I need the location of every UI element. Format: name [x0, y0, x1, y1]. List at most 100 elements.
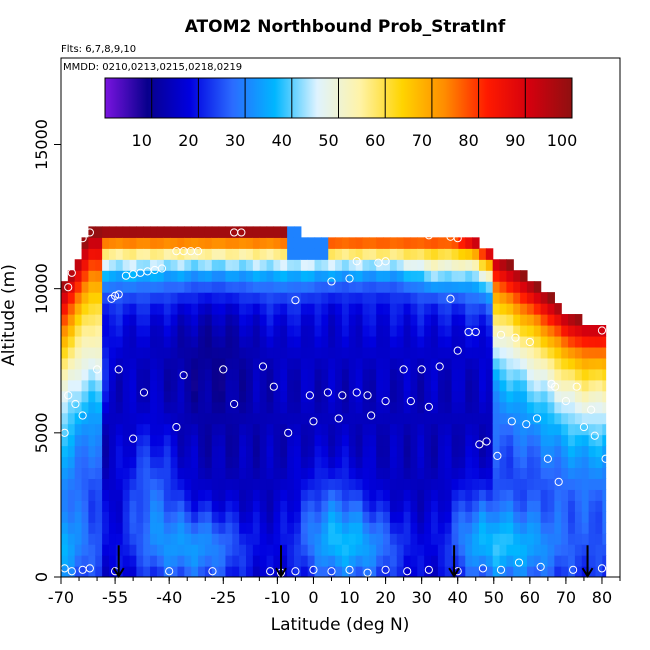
heatmap-cell [485, 478, 494, 490]
heatmap-cell [67, 533, 76, 545]
heatmap-cell [246, 248, 254, 260]
observation-point [435, 362, 444, 371]
heatmap-cell [280, 368, 288, 381]
heatmap-cell [225, 270, 233, 282]
heatmap-cell [136, 522, 144, 534]
heatmap-cell [150, 292, 158, 304]
heatmap-cell [561, 357, 569, 370]
heatmap-cell [287, 226, 295, 238]
heatmap-cell [403, 544, 412, 556]
heatmap-cell [266, 478, 275, 490]
heatmap-cell [115, 456, 124, 469]
heatmap-cell [547, 522, 555, 534]
heatmap-cell [389, 522, 398, 534]
heatmap-cell [232, 335, 240, 348]
heatmap-cell [499, 467, 507, 479]
heatmap-cell [424, 346, 432, 359]
heatmap-cell [293, 467, 302, 479]
heatmap-cell [328, 390, 336, 403]
heatmap-cell [396, 314, 405, 326]
colorbar-tick-label: 20 [178, 131, 198, 150]
heatmap-cell [362, 259, 370, 271]
heatmap-cell [252, 522, 261, 534]
heatmap-cell [108, 357, 117, 370]
heatmap-cell [252, 467, 261, 479]
heatmap-cell [574, 478, 583, 490]
heatmap-cell [465, 445, 473, 458]
heatmap-cell [259, 292, 268, 304]
heatmap-cell [129, 335, 137, 348]
heatmap-cell [232, 379, 240, 392]
heatmap-cell [321, 390, 329, 403]
observation-point [597, 564, 607, 573]
heatmap-cell [218, 259, 227, 271]
heatmap-cell [314, 314, 322, 326]
heatmap-cell [163, 489, 172, 501]
heatmap-cell [431, 478, 439, 490]
heatmap-cell [122, 511, 131, 523]
heatmap-cell [129, 368, 137, 381]
heatmap-cell [218, 324, 227, 337]
heatmap-cell [61, 412, 69, 425]
heatmap-cell [218, 555, 227, 567]
heatmap-cell [122, 259, 131, 271]
heatmap-cell [574, 489, 583, 501]
heatmap-cell [328, 237, 336, 249]
heatmap-cell [362, 412, 370, 425]
heatmap-cell [389, 259, 398, 271]
heatmap-cell [485, 456, 494, 469]
heatmap-cell [424, 511, 432, 523]
heatmap-cell [328, 379, 336, 392]
heatmap-cell [403, 379, 412, 392]
heatmap-cell [280, 281, 288, 293]
heatmap-cell [335, 423, 343, 436]
heatmap-cell [458, 445, 466, 458]
heatmap-cell [581, 445, 590, 458]
heatmap-cell [321, 292, 329, 304]
colorbar-tick-label: 80 [458, 131, 478, 150]
heatmap-cell [232, 489, 240, 501]
heatmap-cell [513, 445, 521, 458]
heatmap-cell [444, 511, 453, 523]
heatmap-cell [239, 412, 247, 425]
heatmap-cell [431, 324, 439, 337]
heatmap-cell [376, 500, 384, 512]
heatmap-cell [102, 412, 110, 425]
heatmap-cell [444, 566, 453, 577]
heatmap-cell [328, 303, 336, 315]
heatmap-cell [328, 456, 336, 469]
heatmap-cell [191, 314, 199, 326]
observation-point [403, 567, 412, 576]
heatmap-cell [307, 544, 316, 556]
heatmap-cell [143, 357, 151, 370]
heatmap-cell [595, 390, 603, 403]
heatmap-cell [478, 324, 487, 337]
heatmap-cell [88, 423, 96, 436]
heatmap-cell [451, 423, 460, 436]
heatmap-cell [191, 281, 199, 293]
heatmap-cell [307, 281, 316, 293]
heatmap-cell [81, 533, 90, 545]
heatmap-cell [74, 314, 83, 326]
heatmap-cell [451, 368, 460, 381]
heatmap-cell [431, 248, 439, 260]
heatmap-cell [355, 346, 364, 359]
heatmap-cell [499, 335, 507, 348]
heatmap-cell [225, 434, 233, 447]
heatmap-cell [122, 401, 131, 414]
heatmap-cell [191, 555, 199, 567]
heatmap-cell [204, 281, 213, 293]
heatmap-cell [321, 478, 329, 490]
heatmap-cell [369, 489, 377, 501]
heatmap-cell [150, 390, 158, 403]
heatmap-cell [307, 368, 316, 381]
heatmap-cell [300, 324, 309, 337]
heatmap-cell [300, 489, 309, 501]
heatmap-cell [369, 500, 377, 512]
observation-point [114, 290, 123, 299]
heatmap-cell [602, 324, 607, 337]
heatmap-cell [122, 237, 131, 249]
heatmap-cell [321, 423, 329, 436]
heatmap-cell [246, 368, 254, 381]
heatmap-cell [122, 368, 131, 381]
